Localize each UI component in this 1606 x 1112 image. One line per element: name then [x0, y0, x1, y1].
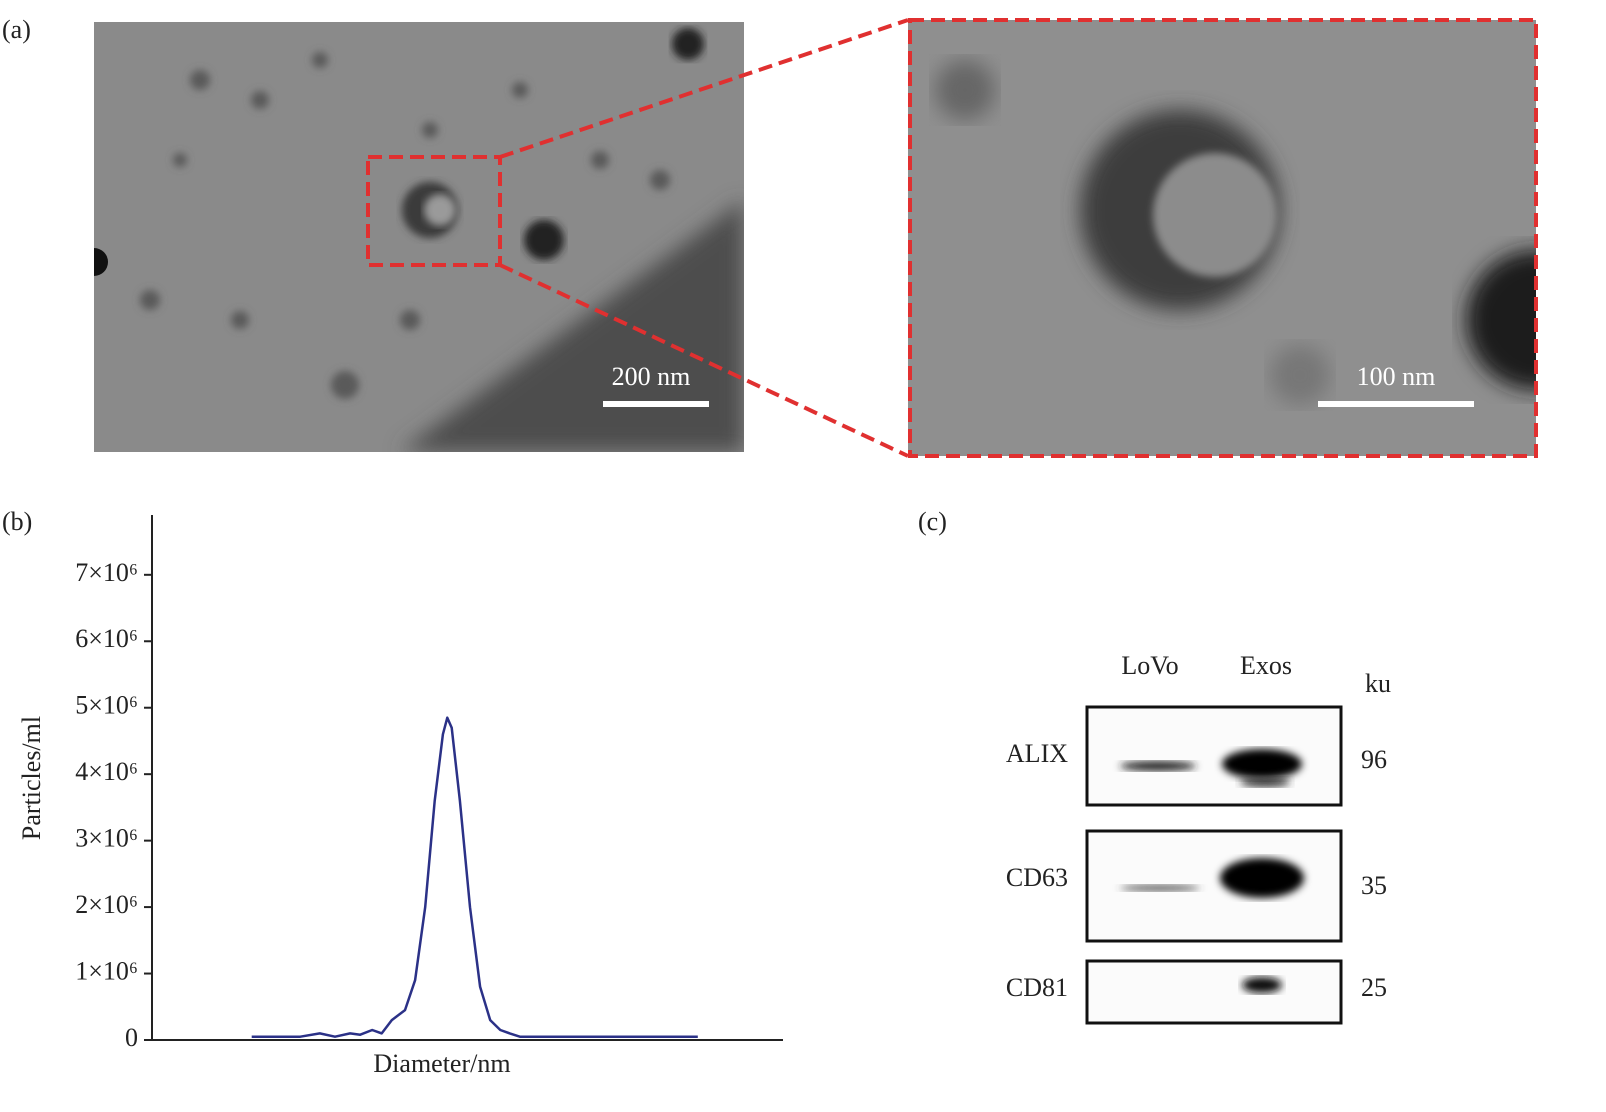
unit-label: ku [1365, 669, 1391, 698]
y-tick-label: 4×10⁶ [75, 757, 138, 786]
scale-bar-label: 100 nm [1357, 362, 1436, 391]
blot-cd63 [1085, 829, 1343, 943]
data-line [251, 716, 698, 1038]
x-axis-title: Diameter/nm [373, 1049, 510, 1078]
y-tick-label: 6×10⁶ [75, 624, 138, 653]
y-tick-label: 1×10⁶ [75, 957, 138, 986]
y-tick-label: 2×10⁶ [75, 890, 138, 919]
blot-alix [1085, 705, 1343, 807]
y-axis-title: Particles/ml [17, 716, 46, 840]
y-tick-label: 7×10⁶ [75, 558, 138, 587]
panel-label: (a) [2, 15, 31, 44]
y-tick-label: 5×10⁶ [75, 691, 138, 720]
lane-label: LoVo [1121, 651, 1178, 680]
protein-label: ALIX [1006, 739, 1068, 768]
y-tick-label: 3×10⁶ [75, 824, 138, 853]
tem-image-zoom [908, 20, 1536, 456]
size-label: 25 [1361, 973, 1387, 1002]
panel-label: (c) [918, 507, 947, 536]
blot-cd81 [1085, 959, 1343, 1025]
size-label: 96 [1361, 745, 1387, 774]
protein-label: CD81 [1006, 973, 1068, 1002]
lane-label: Exos [1240, 651, 1292, 680]
panel-label: (b) [2, 507, 32, 536]
protein-label: CD63 [1006, 863, 1068, 892]
tem-image-overview [94, 22, 744, 452]
y-tick-label: 0 [125, 1023, 138, 1052]
size-label: 35 [1361, 871, 1387, 900]
scale-bar-label: 200 nm [612, 362, 691, 391]
